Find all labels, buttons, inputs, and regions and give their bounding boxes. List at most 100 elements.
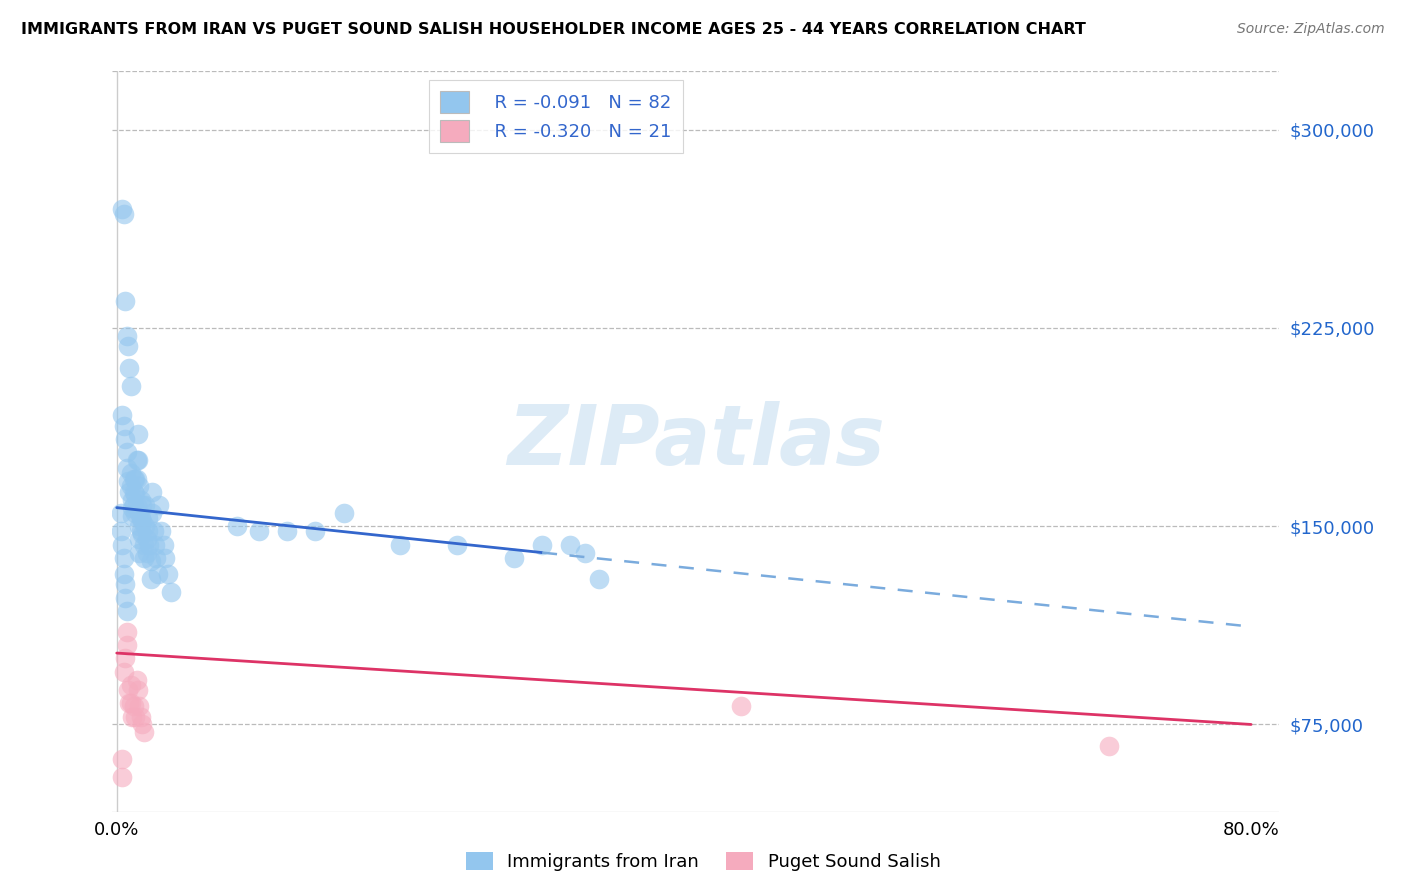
Point <box>574 546 596 560</box>
Point <box>111 752 134 766</box>
Point <box>112 566 135 581</box>
Point <box>111 408 134 422</box>
Point <box>114 432 136 446</box>
Point <box>120 678 142 692</box>
Point <box>159 585 181 599</box>
Point <box>132 538 155 552</box>
Point <box>121 508 143 523</box>
Point <box>122 471 145 485</box>
Point <box>226 519 249 533</box>
Point <box>135 533 157 547</box>
Point <box>152 538 174 552</box>
Point <box>247 524 270 539</box>
Point <box>141 506 163 520</box>
Legend: Immigrants from Iran, Puget Sound Salish: Immigrants from Iran, Puget Sound Salish <box>458 845 948 879</box>
Point <box>120 479 142 493</box>
Point <box>125 673 148 687</box>
Point <box>156 566 179 581</box>
Point <box>117 683 139 698</box>
Point <box>114 577 136 591</box>
Point <box>118 696 141 710</box>
Point <box>125 453 148 467</box>
Point <box>122 484 145 499</box>
Text: IMMIGRANTS FROM IRAN VS PUGET SOUND SALISH HOUSEHOLDER INCOME AGES 25 - 44 YEARS: IMMIGRANTS FROM IRAN VS PUGET SOUND SALI… <box>21 22 1085 37</box>
Point <box>146 566 169 581</box>
Point <box>128 698 150 713</box>
Point <box>132 725 155 739</box>
Point <box>132 550 155 565</box>
Point <box>114 591 136 605</box>
Point <box>122 498 145 512</box>
Point <box>125 498 148 512</box>
Point <box>124 487 146 501</box>
Point <box>128 546 150 560</box>
Point <box>111 770 134 784</box>
Point <box>120 379 142 393</box>
Point <box>446 538 468 552</box>
Point <box>121 709 143 723</box>
Point <box>115 445 138 459</box>
Point <box>153 550 176 565</box>
Point <box>111 538 134 552</box>
Point <box>111 202 134 216</box>
Point <box>120 696 142 710</box>
Text: Source: ZipAtlas.com: Source: ZipAtlas.com <box>1237 22 1385 37</box>
Point <box>112 665 135 679</box>
Point <box>148 498 170 512</box>
Point <box>120 467 142 481</box>
Point <box>115 328 138 343</box>
Point <box>129 492 152 507</box>
Point <box>127 453 149 467</box>
Point <box>112 207 135 221</box>
Point <box>118 360 141 375</box>
Point <box>125 471 148 485</box>
Point <box>304 524 326 539</box>
Point <box>118 484 141 499</box>
Point <box>136 511 159 525</box>
Point <box>138 538 160 552</box>
Point <box>115 604 138 618</box>
Point <box>128 519 150 533</box>
Point <box>121 500 143 515</box>
Point <box>136 524 159 539</box>
Point <box>588 572 610 586</box>
Point <box>143 538 166 552</box>
Point <box>139 572 162 586</box>
Point <box>131 717 153 731</box>
Point <box>131 514 153 528</box>
Point <box>502 550 524 565</box>
Point <box>127 683 149 698</box>
Point <box>531 538 554 552</box>
Point <box>276 524 298 539</box>
Point <box>128 506 150 520</box>
Point <box>124 471 146 485</box>
Point <box>730 698 752 713</box>
Point <box>1098 739 1121 753</box>
Point <box>128 479 150 493</box>
Point <box>560 538 582 552</box>
Point <box>115 461 138 475</box>
Point <box>129 709 152 723</box>
Point <box>389 538 412 552</box>
Text: ZIPatlas: ZIPatlas <box>508 401 884 482</box>
Point <box>117 474 139 488</box>
Point <box>145 550 167 565</box>
Point <box>110 506 132 520</box>
Point <box>112 418 135 433</box>
Point <box>112 550 135 565</box>
Legend:   R = -0.091   N = 82,   R = -0.320   N = 21: R = -0.091 N = 82, R = -0.320 N = 21 <box>429 80 683 153</box>
Point <box>149 524 172 539</box>
Point <box>332 506 354 520</box>
Point <box>141 484 163 499</box>
Point <box>115 624 138 639</box>
Point <box>127 426 149 441</box>
Point <box>124 709 146 723</box>
Point <box>110 524 132 539</box>
Point <box>142 524 165 539</box>
Point <box>114 294 136 309</box>
Point <box>129 524 152 539</box>
Point <box>135 546 157 560</box>
Point <box>134 498 156 512</box>
Point <box>129 511 152 525</box>
Point <box>117 339 139 353</box>
